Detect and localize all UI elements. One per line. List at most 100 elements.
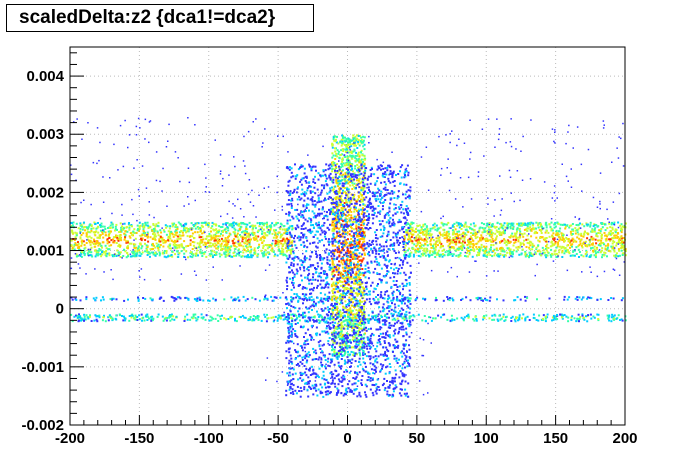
heatmap-cell [331, 211, 334, 214]
heatmap-cell [362, 274, 365, 277]
heatmap-cell [621, 241, 623, 244]
heatmap-cell [559, 313, 562, 316]
heatmap-cell [474, 224, 477, 227]
heatmap-cell [192, 224, 195, 226]
heatmap-cell [76, 314, 79, 317]
heatmap-cell [165, 240, 168, 242]
heatmap-cell [202, 243, 205, 246]
heatmap-cell [337, 183, 340, 186]
heatmap-cell [512, 228, 515, 230]
heatmap-cell [122, 315, 125, 318]
heatmap-cell [537, 226, 540, 229]
heatmap-cell [243, 316, 246, 319]
heatmap-cell [467, 313, 470, 316]
heatmap-cell [564, 239, 566, 242]
heatmap-cell [465, 228, 468, 231]
heatmap-cell [508, 247, 511, 250]
heatmap-cell [303, 316, 306, 319]
heatmap-cell [611, 237, 614, 239]
heatmap-cell [518, 316, 521, 319]
heatmap-cell [350, 156, 353, 159]
heatmap-cell [358, 240, 361, 243]
heatmap-cell [332, 224, 335, 227]
heatmap-cell [272, 236, 275, 239]
heatmap-cell [537, 319, 540, 322]
heatmap-cell [465, 252, 468, 254]
heatmap-cell [338, 227, 341, 230]
heatmap-cell [597, 313, 600, 316]
heatmap-cell [154, 254, 157, 257]
heatmap-cell [624, 319, 627, 322]
heatmap-cell [213, 239, 216, 242]
heatmap-cell [336, 149, 339, 152]
heatmap-cell [236, 234, 238, 237]
heatmap-cell [513, 299, 516, 302]
heatmap-cell [183, 318, 186, 321]
heatmap-cell [177, 221, 180, 224]
heatmap-cell [331, 189, 334, 192]
heatmap-cell [108, 248, 111, 251]
heatmap-cell [191, 232, 194, 235]
heatmap-cell [228, 246, 231, 249]
heatmap-cell [571, 228, 574, 231]
heatmap-cell [405, 223, 408, 226]
heatmap-cell [343, 277, 346, 280]
heatmap-cell [150, 251, 153, 254]
heatmap-cell [613, 254, 616, 257]
heatmap-cell [555, 229, 558, 232]
heatmap-cell [540, 223, 542, 226]
heatmap-cell [561, 232, 564, 235]
heatmap-cell [242, 237, 245, 240]
heatmap-cell [512, 244, 515, 247]
heatmap-cell [274, 244, 277, 247]
heatmap-cell [353, 306, 356, 308]
heatmap-cell [372, 317, 375, 320]
heatmap-cell [367, 290, 370, 293]
heatmap-cell [614, 236, 617, 239]
heatmap-cell [108, 244, 111, 247]
heatmap-cell [296, 316, 299, 319]
heatmap-cell [430, 238, 432, 241]
heatmap-cell [434, 248, 437, 251]
heatmap-cell [340, 170, 343, 173]
heatmap-cell [462, 318, 465, 321]
heatmap-cell [119, 244, 122, 247]
heatmap-cell [287, 315, 290, 318]
heatmap-cell [227, 253, 230, 256]
heatmap-cell [295, 314, 298, 317]
heatmap-cell [319, 320, 322, 323]
heatmap-cell [344, 340, 347, 343]
heatmap-cell [342, 150, 345, 152]
heatmap-cell [517, 239, 520, 241]
heatmap-cell [345, 220, 348, 223]
heatmap-cell [624, 222, 627, 225]
heatmap-cell [608, 222, 611, 225]
heatmap-cell [554, 233, 557, 236]
heatmap-cell [139, 234, 142, 237]
heatmap-cell [347, 318, 349, 321]
heatmap-cell [566, 249, 569, 251]
heatmap-cell [508, 251, 511, 254]
heatmap-cell [98, 242, 101, 245]
heatmap-cell [273, 230, 276, 233]
heatmap-cell [443, 223, 446, 226]
heatmap-cell [149, 248, 152, 251]
heatmap-cell [143, 224, 146, 227]
heatmap-cell [342, 220, 344, 223]
heatmap-cell [350, 199, 353, 202]
heatmap-cell [199, 230, 202, 232]
heatmap-cell [299, 361, 302, 364]
heatmap-cell [357, 208, 360, 211]
heatmap-cell [173, 239, 176, 242]
heatmap-cell [269, 244, 272, 247]
heatmap-cell [331, 168, 334, 171]
heatmap-cell [363, 300, 366, 303]
heatmap-cell [74, 236, 77, 239]
heatmap-cell [417, 254, 420, 257]
heatmap-cell [339, 197, 342, 199]
heatmap-cell [348, 159, 351, 162]
heatmap-cell [257, 315, 260, 318]
heatmap-cell [212, 297, 215, 300]
heatmap-cell [280, 234, 283, 237]
heatmap-cell [582, 296, 585, 299]
